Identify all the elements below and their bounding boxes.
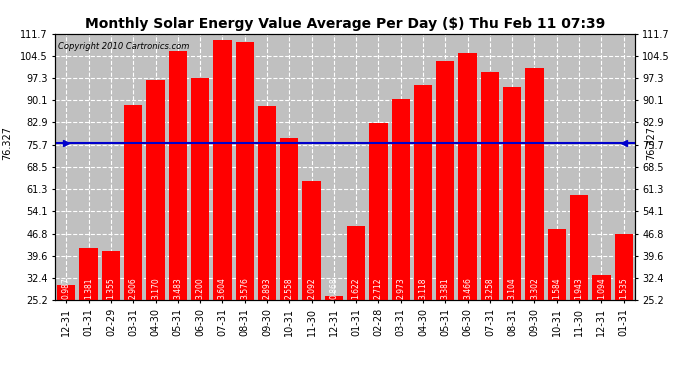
Text: 3.104: 3.104 <box>508 278 517 299</box>
Text: 3.258: 3.258 <box>485 278 495 299</box>
Text: 1.094: 1.094 <box>597 278 606 299</box>
Bar <box>325 296 343 375</box>
Text: 1.584: 1.584 <box>552 278 561 299</box>
Bar <box>146 80 165 375</box>
Bar <box>124 105 142 375</box>
Text: 3.604: 3.604 <box>218 277 227 299</box>
Text: 2.893: 2.893 <box>262 278 271 299</box>
Text: 3.118: 3.118 <box>419 278 428 299</box>
Bar <box>392 99 410 375</box>
Bar <box>102 251 120 375</box>
Bar <box>369 123 388 375</box>
Text: 76.327: 76.327 <box>2 126 12 160</box>
Text: 3.483: 3.483 <box>173 278 182 299</box>
Bar <box>280 138 298 375</box>
Text: 3.466: 3.466 <box>463 277 472 299</box>
Bar <box>615 234 633 375</box>
Bar <box>414 85 432 375</box>
Text: 1.943: 1.943 <box>575 278 584 299</box>
Bar <box>191 78 209 375</box>
Text: 3.170: 3.170 <box>151 278 160 299</box>
Text: 1.622: 1.622 <box>352 278 361 299</box>
Text: 3.576: 3.576 <box>240 277 249 299</box>
Bar <box>79 248 98 375</box>
Text: 2.558: 2.558 <box>285 278 294 299</box>
Text: 2.712: 2.712 <box>374 278 383 299</box>
Bar <box>213 40 232 375</box>
Bar <box>258 106 276 375</box>
Text: 2.092: 2.092 <box>307 278 316 299</box>
Bar <box>548 229 566 375</box>
Bar <box>481 72 499 375</box>
Bar <box>347 225 365 375</box>
Text: 0.987: 0.987 <box>62 278 71 299</box>
Text: 1.381: 1.381 <box>84 278 93 299</box>
Text: 2.973: 2.973 <box>396 278 405 299</box>
Bar <box>458 53 477 375</box>
Bar <box>570 195 588 375</box>
Title: Monthly Solar Energy Value Average Per Day ($) Thu Feb 11 07:39: Monthly Solar Energy Value Average Per D… <box>85 17 605 31</box>
Bar <box>525 68 544 375</box>
Bar <box>503 87 522 375</box>
Bar <box>57 285 75 375</box>
Bar <box>168 51 187 375</box>
Text: 1.355: 1.355 <box>106 278 115 299</box>
Text: 76.327: 76.327 <box>647 126 656 160</box>
Bar <box>302 182 321 375</box>
Text: 3.200: 3.200 <box>195 278 205 299</box>
Text: 3.381: 3.381 <box>441 278 450 299</box>
Bar <box>592 275 611 375</box>
Text: 3.302: 3.302 <box>530 278 539 299</box>
Bar <box>235 42 254 375</box>
Bar <box>436 61 455 375</box>
Text: 0.868: 0.868 <box>329 278 338 299</box>
Text: 2.906: 2.906 <box>129 278 138 299</box>
Text: 1.535: 1.535 <box>619 278 628 299</box>
Text: Copyright 2010 Cartronics.com: Copyright 2010 Cartronics.com <box>58 42 190 51</box>
